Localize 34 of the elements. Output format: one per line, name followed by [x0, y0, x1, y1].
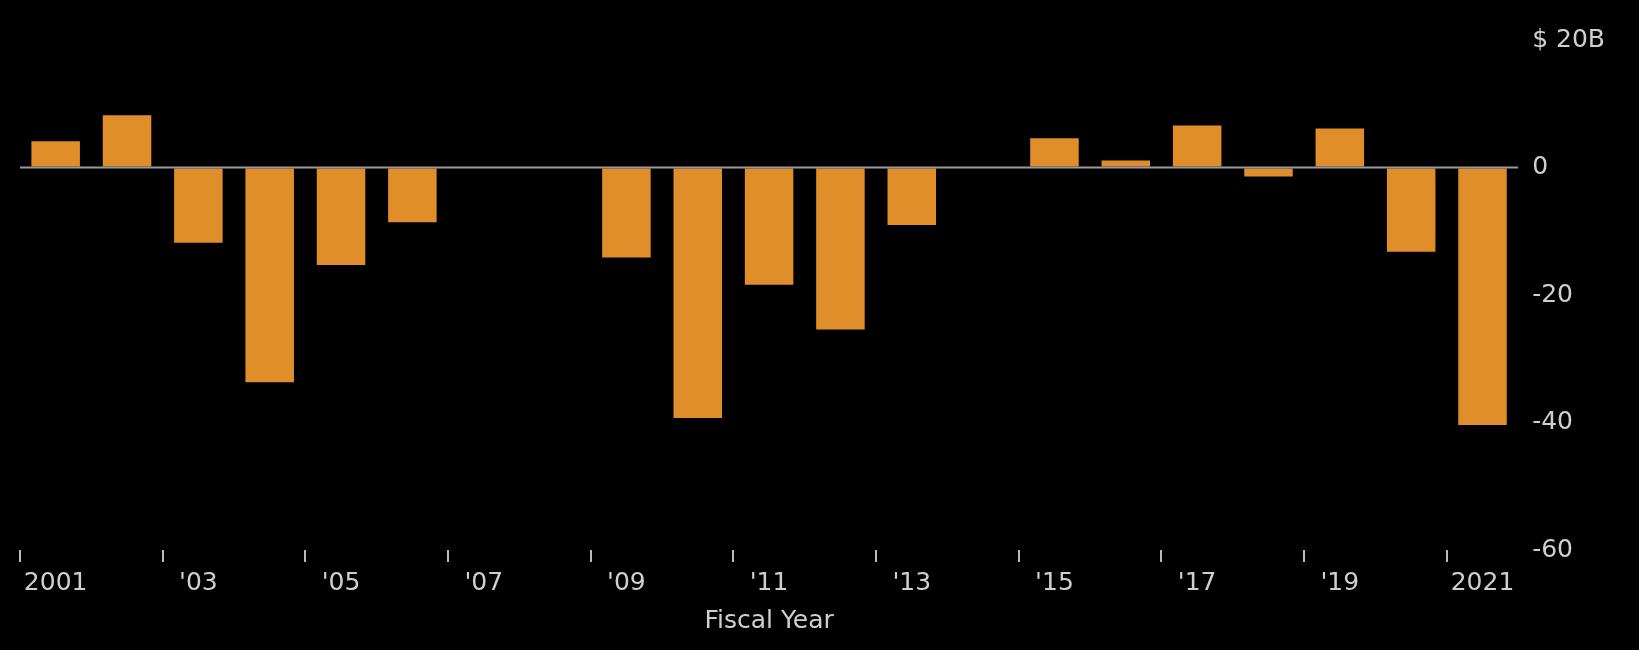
bar: [245, 168, 294, 383]
x-tick-label: '15: [1035, 566, 1074, 596]
x-tick-label: '11: [749, 566, 789, 596]
x-tick-label: '09: [607, 566, 646, 596]
bar: [1386, 168, 1436, 252]
bar: [102, 115, 152, 167]
bar: [673, 168, 723, 419]
y-tick-label: 0: [1532, 151, 1549, 180]
bar: [887, 168, 937, 225]
bar: [316, 168, 366, 266]
x-tick-label: '19: [1320, 566, 1360, 596]
bar: [1172, 125, 1222, 167]
y-tick-label: -60: [1532, 533, 1574, 563]
x-tick-label: '07: [464, 566, 504, 596]
bar: [602, 168, 651, 258]
bar: [1458, 168, 1507, 426]
bar: [1101, 160, 1151, 167]
x-tick-label: '17: [1177, 566, 1217, 596]
bar: [1315, 128, 1365, 167]
bar: [816, 168, 865, 330]
x-tick-label: '03: [179, 566, 218, 596]
bar: [31, 141, 80, 167]
x-tick-label: 2001: [23, 566, 88, 596]
y-tick-label: -40: [1532, 406, 1574, 435]
x-axis-title: Fiscal Year: [704, 604, 835, 634]
x-tick-label: 2021: [1450, 566, 1515, 596]
bar: [744, 168, 794, 285]
bar: [388, 168, 437, 223]
y-tick-label: $ 20B: [1532, 23, 1606, 53]
bar: [174, 168, 223, 243]
x-tick-label: '05: [321, 566, 361, 596]
y-tick-label: -20: [1532, 278, 1574, 308]
bar: [1030, 138, 1079, 167]
x-tick-label: '13: [892, 566, 932, 596]
